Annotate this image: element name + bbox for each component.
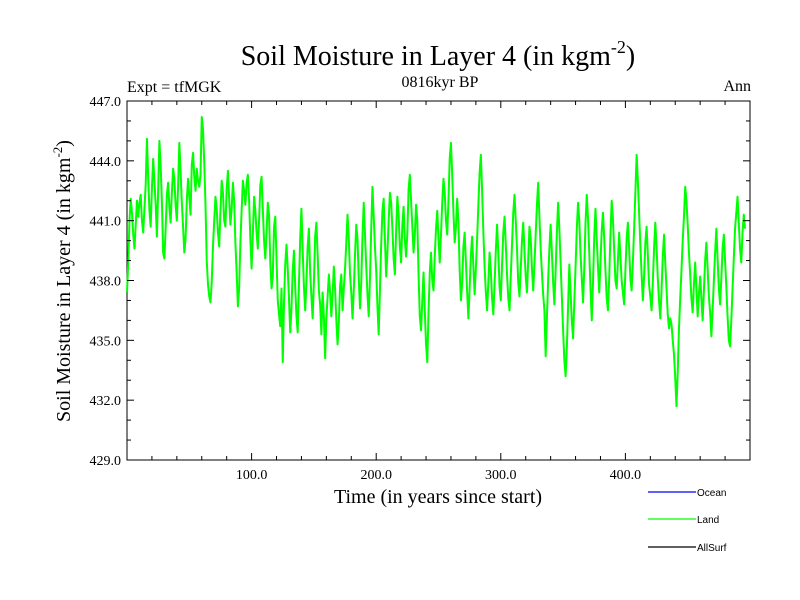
chart-title-suffix: ) [626, 41, 635, 72]
chart-subtitle: 0816kyr BP [402, 74, 479, 91]
x-tick-label: 100.0 [236, 468, 268, 483]
chart-title-superscript: -2 [611, 37, 626, 57]
y-axis-label-suffix: ) [53, 140, 75, 147]
x-axis-label: Time (in years since start) [334, 486, 542, 508]
y-tick-label: 441.0 [90, 215, 122, 230]
y-axis-label-superscript: -2 [50, 147, 65, 158]
x-tick-label: 200.0 [360, 468, 392, 483]
y-tick-label: 435.0 [90, 334, 122, 349]
y-tick-label: 429.0 [90, 454, 122, 469]
plot-frame [126, 100, 751, 461]
y-tick-label: 447.0 [90, 95, 122, 110]
x-tick-label: 300.0 [485, 468, 517, 483]
x-tick-label: 400.0 [610, 468, 642, 483]
y-axis-label-main: Soil Moisture in Layer 4 (in kgm [53, 157, 75, 422]
chart-title-main: Soil Moisture in Layer 4 (in kgm [241, 41, 611, 72]
y-axis-label: Soil Moisture in Layer 4 (in kgm-2) [50, 140, 75, 422]
y-tick-label: 432.0 [90, 394, 122, 409]
experiment-label: Expt = tfMGK [127, 79, 222, 96]
series-land-line [126, 115, 747, 408]
legend-allsurf-label: AllSurf [697, 543, 727, 554]
legend-ocean-label: Ocean [697, 488, 726, 499]
x-axis-ticks: 100.0 200.0 300.0 400.0 [151, 101, 726, 483]
legend: Ocean Land AllSurf [648, 488, 727, 554]
y-tick-label: 444.0 [90, 155, 122, 170]
y-tick-label: 438.0 [90, 275, 122, 290]
legend-land-label: Land [697, 515, 719, 526]
y-axis-ticks: 429.0 432.0 435.0 438.0 441.0 444.0 447.0 [90, 95, 750, 469]
season-label: Ann [723, 78, 751, 95]
chart-title: Soil Moisture in Layer 4 (in kgm-2) [241, 37, 636, 72]
